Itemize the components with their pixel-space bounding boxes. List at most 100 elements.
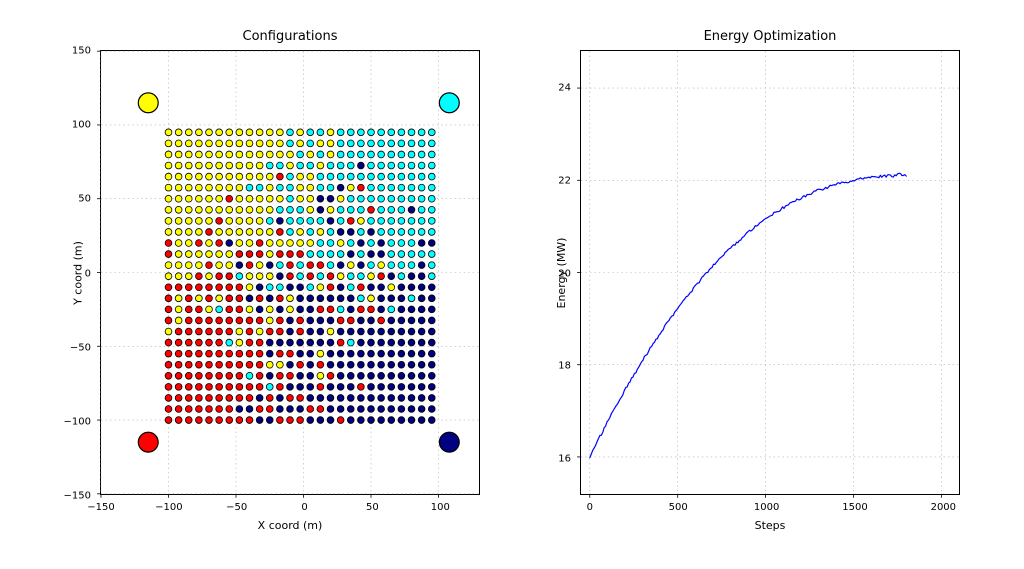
grid-dot	[307, 383, 314, 390]
grid-dot	[317, 306, 324, 313]
grid-dot	[236, 273, 243, 280]
grid-dot	[388, 284, 395, 291]
grid-dot	[418, 361, 425, 368]
grid-dot	[327, 140, 334, 147]
grid-dot	[317, 195, 324, 202]
grid-dot	[297, 284, 304, 291]
grid-dot	[347, 328, 354, 335]
grid-dot	[347, 417, 354, 424]
grid-dot	[175, 162, 182, 169]
grid-dot	[226, 251, 233, 258]
tick-label-x: 1500	[842, 502, 867, 513]
grid-dot	[287, 229, 294, 236]
grid-dot	[256, 383, 263, 390]
grid-dot	[206, 406, 213, 413]
grid-dot	[266, 240, 273, 247]
grid-dot	[226, 306, 233, 313]
grid-dot	[236, 395, 243, 402]
grid-dot	[195, 317, 202, 324]
grid-dot	[287, 184, 294, 191]
grid-dot	[226, 162, 233, 169]
grid-dot	[347, 195, 354, 202]
grid-dot	[185, 417, 192, 424]
grid-dot	[388, 295, 395, 302]
grid-dot	[317, 184, 324, 191]
grid-dot	[398, 339, 405, 346]
grid-dot	[357, 217, 364, 224]
grid-dot	[206, 162, 213, 169]
line-svg	[581, 51, 959, 494]
grid-dot	[266, 262, 273, 269]
grid-dot	[347, 151, 354, 158]
grid-dot	[408, 173, 415, 180]
grid-dot	[195, 361, 202, 368]
grid-dot	[256, 195, 263, 202]
grid-dot	[175, 206, 182, 213]
grid-dot	[297, 328, 304, 335]
grid-dot	[378, 195, 385, 202]
grid-dot	[236, 306, 243, 313]
grid-dot	[276, 417, 283, 424]
grid-dot	[236, 206, 243, 213]
grid-dot	[287, 328, 294, 335]
grid-dot	[317, 395, 324, 402]
grid-dot	[216, 195, 223, 202]
grid-dot	[368, 129, 375, 136]
grid-dot	[276, 251, 283, 258]
grid-dot	[317, 140, 324, 147]
grid-dot	[226, 372, 233, 379]
grid-dot	[388, 206, 395, 213]
line-title: Energy Optimization	[581, 29, 959, 44]
grid-dot	[418, 395, 425, 402]
grid-dot	[307, 295, 314, 302]
grid-dot	[368, 383, 375, 390]
grid-dot	[297, 317, 304, 324]
grid-dot	[266, 162, 273, 169]
grid-dot	[266, 151, 273, 158]
grid-dot	[307, 339, 314, 346]
grid-dot	[226, 361, 233, 368]
grid-dot	[175, 350, 182, 357]
grid-dot	[165, 162, 172, 169]
grid-dot	[165, 206, 172, 213]
grid-dot	[195, 184, 202, 191]
grid-dot	[256, 273, 263, 280]
grid-dot	[246, 395, 253, 402]
grid-dot	[398, 173, 405, 180]
grid-dot	[307, 251, 314, 258]
grid-dot	[175, 151, 182, 158]
grid-dot	[337, 372, 344, 379]
grid-dot	[378, 262, 385, 269]
grid-dot	[185, 350, 192, 357]
grid-dot	[347, 273, 354, 280]
grid-dot	[398, 295, 405, 302]
grid-dot	[216, 406, 223, 413]
grid-dot	[418, 417, 425, 424]
grid-dot	[347, 317, 354, 324]
grid-dot	[246, 317, 253, 324]
grid-dot	[408, 251, 415, 258]
grid-dot	[206, 361, 213, 368]
grid-dot	[418, 195, 425, 202]
grid-dot	[246, 184, 253, 191]
grid-dot	[216, 317, 223, 324]
grid-dot	[165, 339, 172, 346]
grid-dot	[206, 262, 213, 269]
grid-dot	[428, 306, 435, 313]
grid-dot	[357, 295, 364, 302]
grid-dot	[428, 184, 435, 191]
grid-dot	[378, 417, 385, 424]
grid-dot	[347, 206, 354, 213]
grid-dot	[206, 184, 213, 191]
grid-dot	[428, 140, 435, 147]
grid-dot	[206, 240, 213, 247]
grid-dot	[276, 240, 283, 247]
grid-dot	[297, 240, 304, 247]
grid-dot	[408, 217, 415, 224]
grid-dot	[307, 328, 314, 335]
grid-dot	[357, 395, 364, 402]
grid-dot	[408, 140, 415, 147]
grid-dot	[327, 284, 334, 291]
grid-dot	[307, 217, 314, 224]
grid-dot	[398, 151, 405, 158]
